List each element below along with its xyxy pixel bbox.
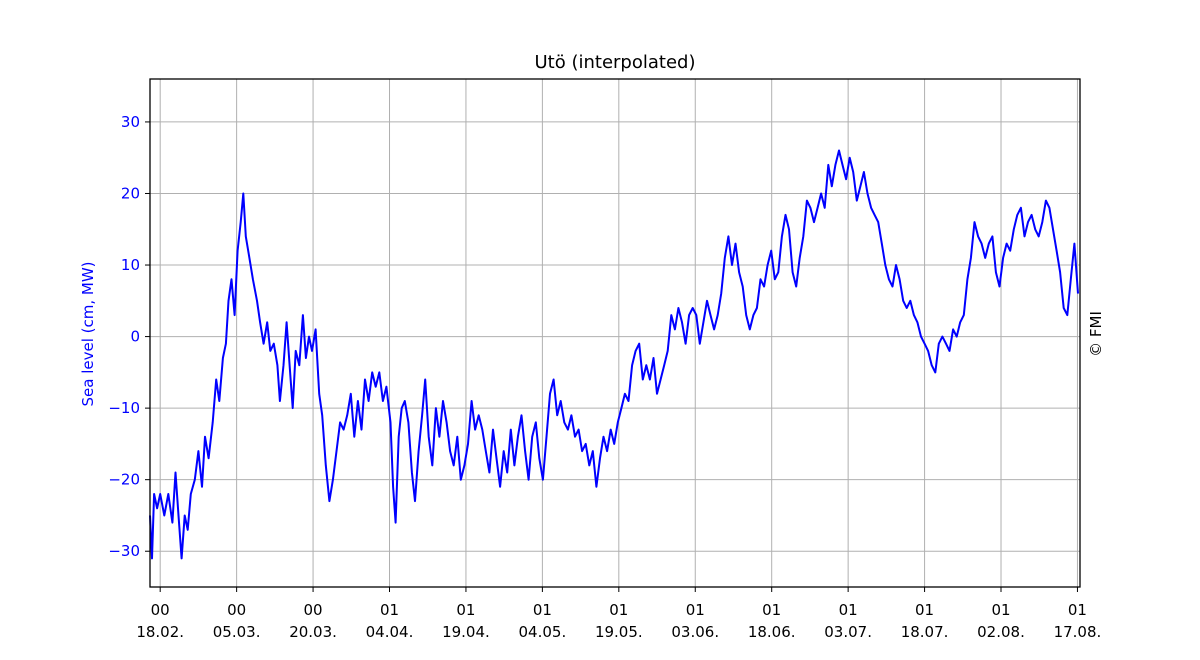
y-axis-label: Sea level (cm, MW) [79,261,97,406]
x-axis: 00 18.02. 00 05.03. 00 20.03. 01 04.04. 01 19.04.… [136,587,1101,641]
x-tick-date-label: 17.08. [1054,623,1102,641]
x-tick-date-label: 20.03. [289,623,337,641]
x-tick-date-label: 18.06. [748,623,796,641]
x-tick-hour-label: 01 [915,601,934,619]
x-tick-hour-label: 01 [686,601,705,619]
y-tick-label: 30 [121,113,140,131]
x-tick-hour-label: 01 [991,601,1010,619]
x-tick-hour-label: 01 [533,601,552,619]
grid-lines [150,79,1080,587]
y-tick-label: 0 [130,328,140,346]
x-tick-hour-label: 00 [151,601,170,619]
x-tick-hour-label: 01 [1068,601,1087,619]
x-tick-hour-label: 00 [304,601,323,619]
sea-level-line [149,149,1079,560]
x-tick-hour-label: 01 [762,601,781,619]
x-tick-hour-label: 00 [227,601,246,619]
plot-area-frame [149,78,1081,588]
x-tick-hour-label: 01 [839,601,858,619]
y-tick-label: 20 [121,184,140,202]
y-tick-label: −10 [108,399,140,417]
fmi-watermark: © FMI [1087,311,1105,357]
x-tick-date-label: 03.06. [671,623,719,641]
y-axis: −30 −20 −10 0 10 20 30 [108,113,150,560]
x-tick-date-label: 19.05. [595,623,643,641]
x-tick-date-label: 02.08. [977,623,1025,641]
x-tick-date-label: 18.02. [136,623,184,641]
x-tick-hour-label: 01 [456,601,475,619]
x-tick-hour-label: 01 [609,601,628,619]
y-tick-label: 10 [121,256,140,274]
x-tick-date-label: 19.04. [442,623,490,641]
series-layer [149,149,1079,560]
x-tick-date-label: 03.07. [824,623,872,641]
x-tick-date-label: 04.04. [366,623,414,641]
y-tick-label: −20 [108,471,140,489]
y-tick-label: −30 [108,542,140,560]
x-tick-date-label: 18.07. [901,623,949,641]
x-tick-date-label: 05.03. [213,623,261,641]
x-tick-hour-label: 01 [380,601,399,619]
x-tick-date-label: 04.05. [519,623,567,641]
chart-title: Utö (interpolated) [535,52,696,73]
